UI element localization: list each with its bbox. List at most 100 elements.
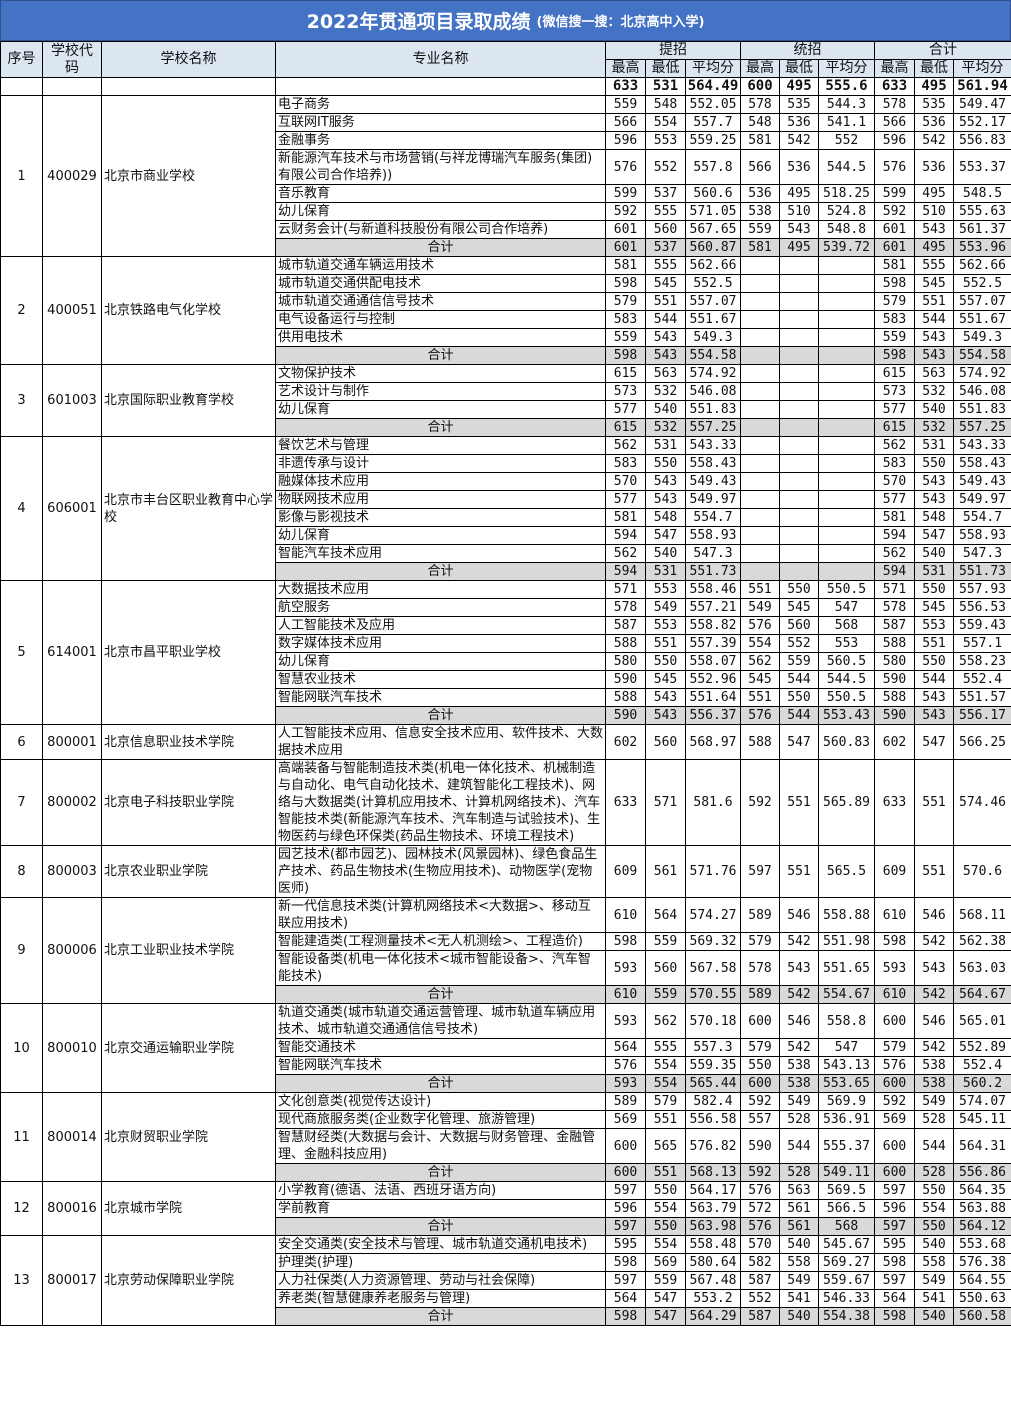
total-early-min: 537	[645, 238, 686, 257]
early-avg: 554.7	[685, 508, 741, 527]
unified-max: 592	[740, 759, 780, 846]
table-row: 7 800002 北京电子科技职业学院 高端装备与智能制造技术类(机电一体化技术、机械…	[0, 759, 1011, 846]
early-avg: 552.5	[685, 274, 741, 293]
unified-min: 542	[779, 932, 819, 951]
total-total-avg: 551.73	[953, 562, 1011, 581]
early-avg: 580.64	[685, 1253, 741, 1272]
table-row: 智能建造类(工程测量技术<无人机测绘>、工程造价) 598 559 569.32 579…	[1, 932, 1011, 951]
total-max: 600	[874, 1003, 915, 1039]
early-max: 576	[605, 149, 646, 185]
early-avg: 562.66	[685, 256, 741, 275]
unified-avg: 565.5	[818, 845, 875, 898]
table-row: 音乐教育 599 537 560.6 536 495 518.25 599 495 548.5	[1, 184, 1011, 203]
early-avg: 549.3	[685, 328, 741, 347]
unified-min	[779, 364, 819, 383]
school-code: 800017	[42, 1235, 102, 1326]
early-avg: 558.07	[685, 652, 741, 671]
total-label: 合计	[275, 1163, 606, 1182]
major-name: 艺术设计与制作	[275, 382, 606, 401]
unified-avg: 547	[818, 1038, 875, 1057]
total-total-min: 543	[914, 346, 954, 365]
total-early-max: 598	[605, 1307, 646, 1326]
early-max: 581	[605, 508, 646, 527]
unified-avg: 558.88	[818, 897, 875, 933]
total-row: 合计 593 554 565.44 600 538 553.65 600 538 560.2	[1, 1074, 1011, 1093]
total-avg: 556.53	[953, 598, 1011, 617]
table-row: 融媒体技术应用 570 543 549.43 570 543 549.43	[1, 472, 1011, 491]
header-group-total: 合计	[874, 41, 1011, 60]
total-early-max: 597	[605, 1217, 646, 1236]
early-avg: 571.05	[685, 202, 741, 221]
total-avg: 552.4	[953, 1056, 1011, 1075]
early-min: 543	[645, 688, 686, 707]
total-min: 543	[914, 490, 954, 509]
total-max: 580	[874, 652, 915, 671]
total-avg: 549.97	[953, 490, 1011, 509]
total-max: 598	[874, 1253, 915, 1272]
early-avg: 557.07	[685, 292, 741, 311]
total-row: 合计 590 543 556.37 576 544 553.43 590 543 556.17	[1, 706, 1011, 725]
early-avg: 557.39	[685, 634, 741, 653]
major-name: 城市轨道交通通信信号技术	[275, 292, 606, 311]
unified-min: 528	[779, 1110, 819, 1129]
total-max: 633	[874, 759, 915, 846]
total-max: 600	[874, 1128, 915, 1164]
early-avg: 570.18	[685, 1003, 741, 1039]
unified-max: 572	[740, 1199, 780, 1218]
total-total-min: 532	[914, 418, 954, 437]
early-avg: 553.2	[685, 1289, 741, 1308]
early-avg: 551.67	[685, 310, 741, 329]
header-min: 最低	[779, 59, 819, 78]
major-name: 供用电技术	[275, 328, 606, 347]
early-max: 581	[605, 256, 646, 275]
early-min: 554	[645, 1199, 686, 1218]
total-avg: 554.7	[953, 508, 1011, 527]
total-unified-min	[779, 418, 819, 437]
total-early-min: 532	[645, 418, 686, 437]
unified-min: 540	[779, 1235, 819, 1254]
early-min: 552	[645, 149, 686, 185]
table-row: 供用电技术 559 543 549.3 559 543 549.3	[1, 328, 1011, 347]
early-min: 560	[645, 220, 686, 239]
school-code: 614001	[42, 580, 102, 725]
total-max: 559	[874, 328, 915, 347]
total-max: 596	[874, 1199, 915, 1218]
early-avg: 558.48	[685, 1235, 741, 1254]
total-max: 599	[874, 184, 915, 203]
total-min: 554	[914, 1199, 954, 1218]
total-total-avg: 554.58	[953, 346, 1011, 365]
early-min: 559	[645, 932, 686, 951]
header-no: 序号	[0, 41, 43, 78]
early-max: 593	[605, 1003, 646, 1039]
early-max: 577	[605, 400, 646, 419]
total-min: 555	[914, 256, 954, 275]
total-early-avg: 565.44	[685, 1074, 741, 1093]
total-avg: 552.5	[953, 274, 1011, 293]
table-row: 学前教育 596 554 563.79 572 561 566.5 596 554 563.88	[1, 1199, 1011, 1218]
table-row: 云财务会计(与新道科技股份有限公司合作培养) 601 560 567.65 559 543…	[1, 220, 1011, 239]
total-total-max: 600	[874, 1074, 915, 1093]
total-early-max: 600	[605, 1163, 646, 1182]
total-early-min: 554	[645, 1074, 686, 1093]
total-unified-max: 587	[740, 1307, 780, 1326]
major-name: 轨道交通类(城市轨道交通运营管理、城市轨道车辆应用技术、城市轨道交通通信信号技术…	[275, 1003, 606, 1039]
table-row: 智能设备类(机电一体化技术<城市智能设备>、汽车智能技术) 593 560 567.5…	[1, 950, 1011, 986]
total-avg: 566.25	[953, 724, 1011, 760]
unified-min: 550	[779, 688, 819, 707]
table-row: 智慧财经类(大数据与会计、大数据与财务管理、金融管理、金融科技应用) 600 565…	[1, 1128, 1011, 1164]
early-max: 562	[605, 544, 646, 563]
unified-min	[779, 310, 819, 329]
table-row: 4 606001 北京市丰台区职业教育中心学校 餐饮艺术与管理 562 531 543.33…	[0, 436, 1011, 581]
early-max: 597	[605, 1271, 646, 1290]
total-early-max: 601	[605, 238, 646, 257]
unified-avg: 546.33	[818, 1289, 875, 1308]
table-row: 物联网技术应用 577 543 549.97 577 543 549.97	[1, 490, 1011, 509]
unified-max: 570	[740, 1235, 780, 1254]
school-name: 北京市商业学校	[101, 95, 276, 257]
total-early-avg: 551.73	[685, 562, 741, 581]
table-row: 12 800016 北京城市学院 小学教育(德语、法语、西班牙语方向) 597 550 56…	[0, 1181, 1011, 1236]
total-avg: 546.08	[953, 382, 1011, 401]
total-min: 536	[914, 113, 954, 132]
early-max: 596	[605, 131, 646, 150]
unified-min: 563	[779, 1181, 819, 1200]
